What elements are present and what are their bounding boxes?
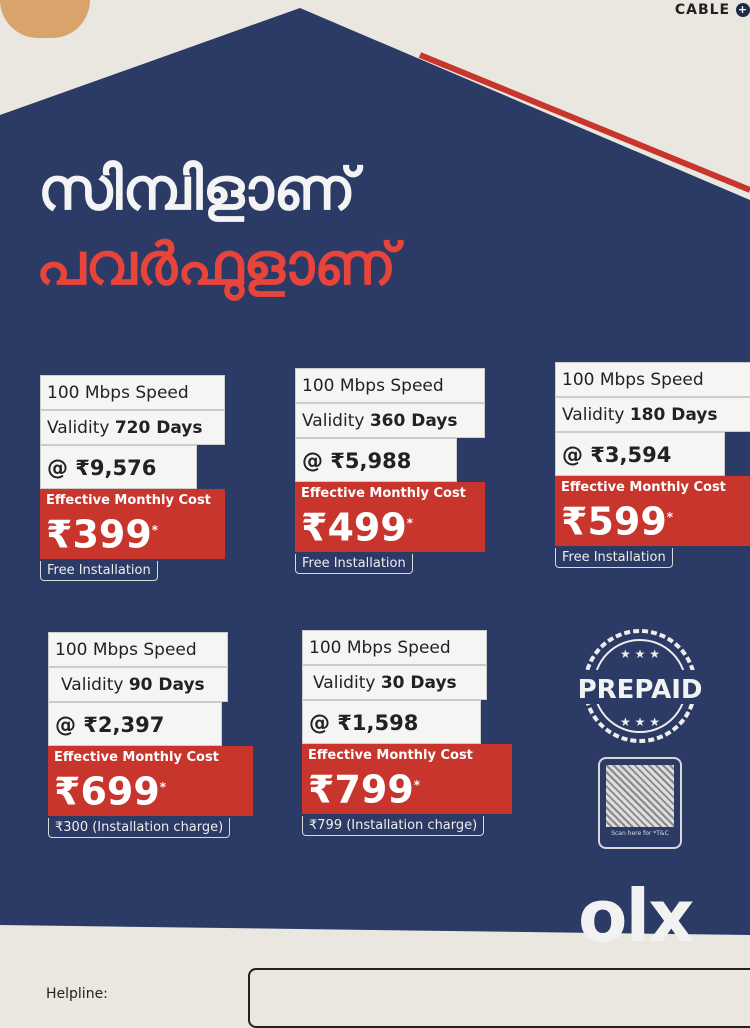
speed: 100 Mbps Speed: [295, 368, 485, 403]
headline-line1: സിമ്പിളാണ്: [38, 155, 356, 223]
validity: Validity 180 Days: [555, 397, 750, 432]
svg-text:PREPAID: PREPAID: [578, 675, 702, 705]
price: @ ₹5,988: [295, 438, 457, 482]
speed: 100 Mbps Speed: [302, 630, 487, 665]
monthly-cost: Effective Monthly Cost ₹699*: [48, 746, 253, 816]
footer-box: [248, 968, 750, 1028]
plan-card-360: 100 Mbps Speed Validity 360 Days @ ₹5,98…: [295, 368, 485, 574]
svg-text:★ ★ ★: ★ ★ ★: [620, 715, 660, 729]
installation-note: Free Installation: [295, 554, 413, 574]
plan-card-720: 100 Mbps Speed Validity 720 Days @ ₹9,57…: [40, 375, 225, 581]
validity: Validity 360 Days: [295, 403, 485, 438]
plan-card-180: 100 Mbps Speed Validity 180 Days @ ₹3,59…: [555, 362, 750, 568]
speed: 100 Mbps Speed: [40, 375, 225, 410]
brand-logo: CABLE +: [674, 2, 750, 18]
speed: 100 Mbps Speed: [555, 362, 750, 397]
qr-code-icon: [606, 765, 674, 827]
plan-card-30: 100 Mbps Speed Validity 30 Days @ ₹1,598…: [302, 630, 512, 836]
installation-note: Free Installation: [40, 561, 158, 581]
speed: 100 Mbps Speed: [48, 632, 229, 667]
svg-text:★ ★ ★: ★ ★ ★: [620, 647, 660, 661]
helpline-label: Helpline:: [46, 986, 108, 1002]
validity: Validity 90 Days: [48, 667, 229, 702]
qr-code[interactable]: Scan here for *T&C: [598, 757, 682, 849]
validity: Validity 720 Days: [40, 410, 225, 445]
monthly-cost: Effective Monthly Cost ₹499*: [295, 482, 485, 552]
installation-note: ₹799 (Installation charge): [302, 816, 485, 836]
price: @ ₹2,397: [48, 702, 223, 746]
watermark-logo: olx: [578, 874, 695, 958]
monthly-cost: Effective Monthly Cost ₹599*: [555, 476, 750, 546]
installation-note: Free Installation: [555, 548, 673, 568]
validity: Validity 30 Days: [302, 665, 487, 700]
price: @ ₹9,576: [40, 445, 198, 489]
monthly-cost: Effective Monthly Cost ₹399*: [40, 489, 225, 559]
prepaid-badge: ★ ★ ★ ★ ★ ★ PREPAID: [578, 629, 702, 743]
qr-caption: Scan here for *T&C: [611, 830, 669, 837]
installation-note: ₹300 (Installation charge): [48, 818, 231, 838]
price: @ ₹1,598: [302, 700, 481, 744]
monthly-cost: Effective Monthly Cost ₹799*: [302, 744, 512, 814]
price: @ ₹3,594: [555, 432, 725, 476]
plan-card-90: 100 Mbps Speed Validity 90 Days @ ₹2,397…: [48, 632, 253, 838]
headline-line2: പവർഫുളാണ്: [36, 230, 397, 298]
